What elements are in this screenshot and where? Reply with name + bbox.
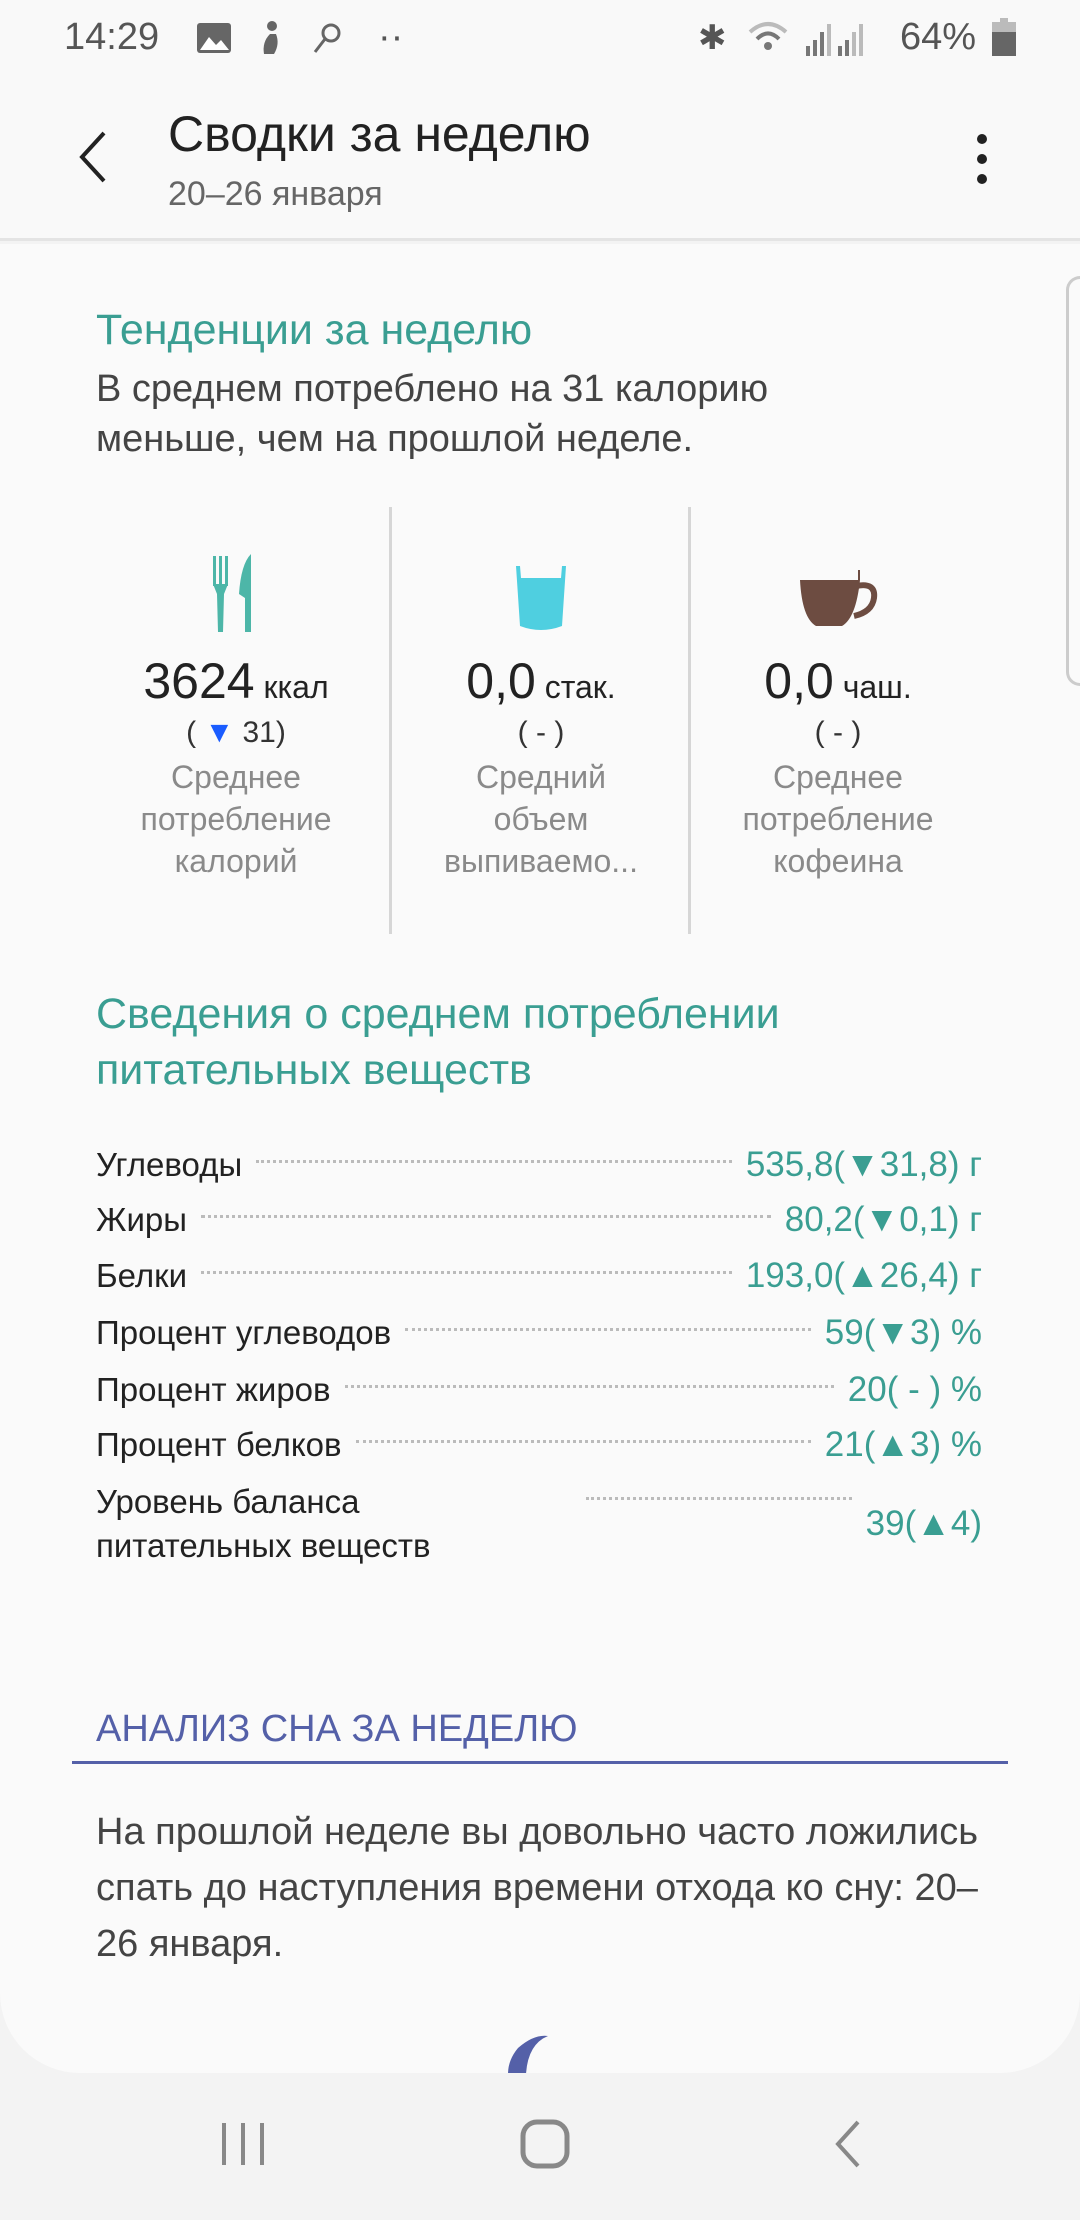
caffeine-stats: 0,0 чаш. ( - ) Среднее потребление кофеи… — [688, 652, 988, 882]
more-dots-icon: ·· — [378, 16, 404, 58]
trend-caffeine — [688, 568, 988, 635]
app-bar: Сводки за неделю 20–26 января — [0, 75, 1080, 241]
water-stats: 0,0 стак. ( - ) Средний объем выпиваемо.… — [391, 652, 691, 882]
calories-label: Среднее потребление калорий — [140, 759, 332, 879]
sleep-text: На прошлой неделе вы довольно часто ложи… — [96, 1811, 978, 1965]
calories-delta: 31 — [242, 716, 276, 749]
clock: 14:29 — [64, 16, 160, 58]
trend-calories — [86, 554, 386, 679]
nutrient-name: Жиры — [96, 1201, 187, 1238]
nutrient-row: Уровень баланса питательных веществ 39(▲4… — [96, 1474, 982, 1574]
nutrient-row: Белки 193,0(▲26,4) г — [96, 1251, 982, 1301]
dotted-leader — [201, 1270, 732, 1274]
nutrient-value: 193,0(▲26,4) г — [745, 1256, 982, 1295]
dotted-leader — [586, 1496, 852, 1500]
water-label: Средний объем выпиваемо... — [444, 759, 638, 879]
nutrient-row: Процент жиров 20( - ) % — [96, 1365, 982, 1415]
caffeine-unit: чаш. — [842, 669, 912, 705]
water-unit: стак. — [544, 669, 616, 705]
calories-stats: 3624 ккал ( ▼ 31) Среднее потребление ка… — [86, 652, 386, 882]
trends-summary: В среднем потреблено на 31 калорию меньш… — [96, 368, 769, 460]
page-title: Сводки за неделю — [168, 106, 591, 162]
moon-icon — [508, 2035, 548, 2073]
paren: ) — [554, 716, 565, 749]
water-value: 0,0 — [466, 653, 536, 709]
down-triangle-icon: ▼ — [204, 716, 235, 749]
navigation-bar — [0, 2073, 1080, 2220]
nutrient-value: 20( - ) % — [847, 1370, 982, 1409]
dotted-leader — [355, 1439, 811, 1443]
trends-title: Тенденции за неделю — [96, 306, 533, 354]
wifi-icon — [748, 22, 863, 56]
nutrient-value: 21(▲3) % — [824, 1425, 982, 1464]
caffeine-label: Среднее потребление кофеина — [742, 759, 934, 879]
water-glass-icon — [516, 566, 566, 630]
divider — [688, 507, 691, 934]
water-delta: - — [536, 716, 546, 749]
sleep-divider — [72, 1761, 1008, 1764]
paren: ) — [851, 716, 862, 749]
dotted-leader — [405, 1327, 811, 1331]
nutrient-value: 59(▼3) % — [824, 1313, 982, 1352]
nutrient-value: 39(▲4) — [865, 1504, 982, 1543]
back-arrow-icon[interactable] — [76, 131, 108, 183]
sleep-title: АНАЛИЗ СНА ЗА НЕДЕЛЮ — [96, 1708, 578, 1750]
nutrient-name: Уровень баланса питательных веществ — [96, 1483, 431, 1564]
nutrient-row: Процент белков 21(▲3) % — [96, 1420, 982, 1470]
fork-knife-icon — [213, 554, 251, 632]
nutrient-value: 80,2(▼0,1) г — [784, 1200, 982, 1239]
home-icon[interactable] — [520, 2119, 570, 2169]
calories-value: 3624 — [143, 653, 255, 709]
recent-apps-icon[interactable] — [220, 2121, 266, 2167]
gallery-icon — [197, 23, 231, 53]
status-bar: 14:29 ·· ✱ 64% — [0, 0, 1080, 75]
dotted-leader — [344, 1384, 834, 1388]
trend-water — [391, 564, 691, 637]
dotted-leader — [200, 1214, 771, 1218]
nutrient-name: Белки — [96, 1257, 188, 1294]
nutrient-name: Процент углеводов — [96, 1314, 392, 1351]
nutrient-value: 535,8(▼31,8) г — [745, 1145, 982, 1184]
bluetooth-icon: ✱ — [698, 19, 727, 57]
paren: ( — [814, 716, 825, 749]
page-subtitle: 20–26 января — [168, 175, 383, 213]
calories-unit: ккал — [263, 669, 329, 705]
paren: ( — [186, 716, 197, 749]
paren: ( — [517, 716, 528, 749]
nutrient-row: Процент углеводов 59(▼3) % — [96, 1308, 982, 1358]
nutrient-name: Углеводы — [96, 1146, 243, 1183]
search-icon — [313, 23, 341, 53]
caffeine-value: 0,0 — [764, 653, 834, 709]
coffee-cup-icon — [800, 570, 878, 626]
nutrient-row: Углеводы 535,8(▼31,8) г — [96, 1140, 982, 1190]
dotted-leader — [256, 1159, 732, 1163]
nutrient-name: Процент белков — [96, 1426, 342, 1463]
battery-icon — [992, 18, 1016, 56]
nutrient-name: Процент жиров — [96, 1371, 331, 1408]
paren: ) — [275, 716, 286, 749]
summary-card: Тенденции за неделю В среднем потреблено… — [0, 244, 1080, 2073]
scrollbar[interactable] — [1066, 276, 1080, 686]
battery-level: 64% — [900, 16, 977, 58]
back-icon[interactable] — [832, 2119, 862, 2169]
caffeine-delta: - — [833, 716, 843, 749]
nutrient-row: Жиры 80,2(▼0,1) г — [96, 1195, 982, 1245]
divider — [389, 507, 392, 934]
more-vert-icon[interactable] — [974, 131, 990, 187]
accessibility-icon — [263, 21, 278, 54]
nutrients-title: Сведения о среднем потреблении питательн… — [96, 990, 780, 1094]
